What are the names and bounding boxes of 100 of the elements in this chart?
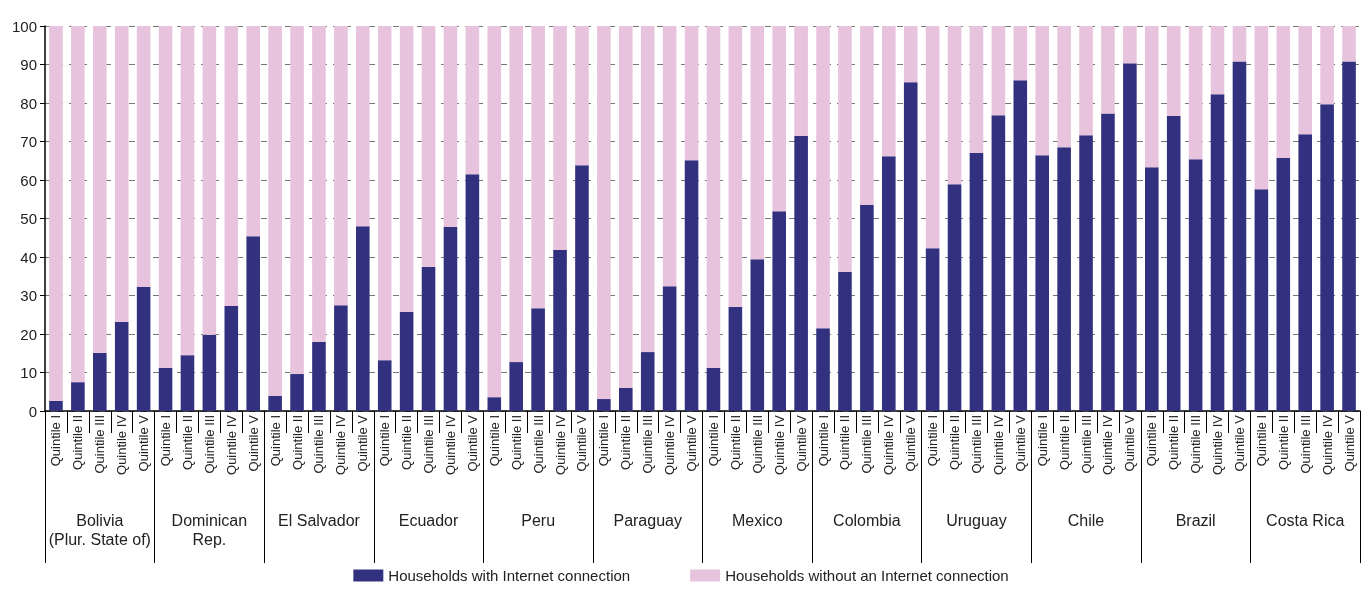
bar xyxy=(1035,155,1049,411)
bar xyxy=(334,305,348,411)
bar xyxy=(991,26,1006,116)
bar xyxy=(246,236,260,411)
x-tick-label: Quintile III xyxy=(92,415,108,474)
bar xyxy=(553,26,567,251)
x-tick-label: Quintile III xyxy=(859,415,875,474)
bar xyxy=(509,362,523,411)
bar xyxy=(728,307,743,411)
text: Chile xyxy=(1067,512,1105,529)
bar xyxy=(575,26,589,166)
bar xyxy=(202,334,217,411)
text: Colombia xyxy=(833,512,901,529)
bar xyxy=(290,26,304,375)
bar xyxy=(1342,61,1356,411)
x-tick-label: Quintile I xyxy=(815,415,831,467)
x-tick-label: Quintile V xyxy=(1341,414,1357,472)
text: Costa Rica xyxy=(1266,512,1345,529)
bar xyxy=(531,308,545,411)
bar xyxy=(421,267,436,411)
bar xyxy=(71,382,85,411)
bar xyxy=(575,165,589,411)
bar xyxy=(531,26,545,309)
y-tick-label: 60 xyxy=(20,171,37,189)
x-tick-label: Quintile II xyxy=(947,415,963,470)
bar xyxy=(1079,135,1093,411)
bar xyxy=(947,184,962,411)
x-tick-label: Quintile II xyxy=(837,415,853,470)
bar xyxy=(71,26,85,383)
bar xyxy=(882,156,896,411)
x-tick-label: Quintile III xyxy=(311,415,327,474)
text: Bolivia (Plur. State of) xyxy=(48,512,151,548)
bar xyxy=(1188,26,1203,160)
bar xyxy=(1320,26,1334,105)
bar xyxy=(882,26,896,157)
bar xyxy=(1298,26,1312,135)
bar xyxy=(334,26,348,306)
bar xyxy=(290,374,304,411)
legend-label: Households without an Internet connection xyxy=(725,567,1009,584)
bar xyxy=(706,367,721,411)
x-tick-label: Quintile I xyxy=(486,415,502,467)
bar xyxy=(224,305,239,411)
x-tick-label: Quintile IV xyxy=(990,414,1006,475)
bar xyxy=(662,286,677,411)
x-tick-label: Quintile V xyxy=(1012,414,1028,472)
y-tick-label: 30 xyxy=(20,287,37,304)
x-tick-label: Quintile II xyxy=(179,415,195,470)
x-tick-label: Quintile IV xyxy=(662,414,678,475)
bar xyxy=(553,250,567,411)
bar xyxy=(706,26,721,368)
bar xyxy=(114,26,129,323)
y-tick-label: 90 xyxy=(20,56,37,73)
x-tick-label: Quintile II xyxy=(399,415,415,470)
bar xyxy=(1254,26,1269,190)
text: Peru xyxy=(521,512,556,529)
bar xyxy=(1079,26,1093,136)
bar xyxy=(1035,26,1049,156)
bar xyxy=(1232,26,1247,62)
bar xyxy=(1232,61,1247,411)
bar xyxy=(1254,189,1269,411)
x-tick-label: Quintile V xyxy=(1122,414,1138,472)
bar xyxy=(1145,167,1159,411)
x-tick-label: Quintile V xyxy=(793,414,809,472)
bar xyxy=(662,26,677,287)
bar xyxy=(684,26,699,161)
x-tick-label: Quintile V xyxy=(684,414,700,472)
x-tick-label: Quintile II xyxy=(289,415,305,470)
x-tick-label: Quintile III xyxy=(968,415,984,474)
bar xyxy=(487,397,502,411)
bar xyxy=(640,26,655,353)
bar xyxy=(838,271,852,411)
bar xyxy=(640,352,655,411)
bar xyxy=(136,26,151,287)
bar xyxy=(816,328,830,411)
bar xyxy=(93,352,107,411)
bar xyxy=(728,26,743,308)
x-tick-label: Quintile IV xyxy=(223,414,239,475)
bar xyxy=(597,399,611,411)
bar xyxy=(1276,26,1291,159)
bar xyxy=(925,26,940,249)
bar xyxy=(312,342,326,411)
text: El Salvador xyxy=(278,512,361,529)
x-tick-label: Quintile III xyxy=(1297,415,1313,474)
bar xyxy=(969,26,984,154)
x-tick-label: Quintile I xyxy=(48,415,64,467)
bar xyxy=(1188,159,1203,411)
x-tick-label: Quintile IV xyxy=(771,414,787,475)
y-tick-label: 50 xyxy=(20,210,37,227)
bar xyxy=(465,174,480,411)
x-tick-label: Quintile IV xyxy=(881,414,897,475)
text: Uruguay xyxy=(946,512,1007,529)
bar xyxy=(772,26,786,212)
y-tick-label: 10 xyxy=(20,364,37,381)
x-tick-label: Quintile V xyxy=(136,414,152,472)
bar xyxy=(1298,134,1312,411)
x-tick-label: Quintile IV xyxy=(442,414,458,475)
bar xyxy=(49,400,63,411)
x-tick-label: Quintile I xyxy=(1034,415,1050,467)
x-tick-label: Quintile I xyxy=(925,415,941,467)
x-tick-label: Quintile III xyxy=(1078,415,1094,474)
